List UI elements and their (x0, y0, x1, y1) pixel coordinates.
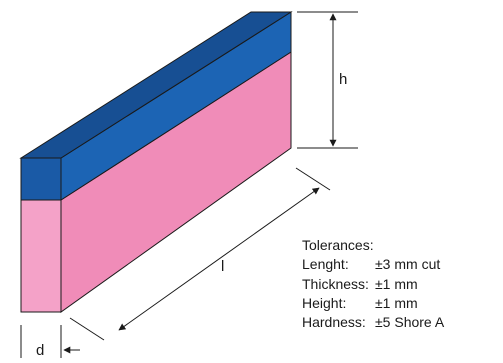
tolerance-row-hardness: Hardness: ±5 Shore A (302, 313, 444, 332)
length-ext-top (295, 167, 331, 191)
tolerance-row-length: Lenght: ±3 mm cut (302, 255, 444, 274)
front-face-pink (20, 199, 62, 313)
tolerance-name: Thickness: (302, 275, 369, 292)
tolerance-value: ±1 mm (375, 294, 418, 311)
tolerances-title: Tolerances: (302, 237, 374, 253)
length-arrow (118, 187, 320, 331)
length-ext-bottom (69, 317, 105, 341)
tolerances-block: Tolerances: Lenght: ±3 mm cut Thickness: ±… (302, 236, 444, 332)
height-label: h (339, 71, 348, 88)
tolerance-row-height: Height: ±1 mm (302, 294, 444, 313)
tolerance-row-thickness: Thickness: ±1 mm (302, 275, 444, 294)
tolerance-value: ±1 mm (375, 275, 418, 292)
front-face-blue (20, 157, 62, 201)
tolerance-name: Lenght: (302, 256, 349, 273)
depth-label: d (36, 342, 45, 359)
length-label: l (221, 258, 225, 275)
tolerance-value: ±3 mm cut (375, 256, 441, 273)
tolerance-name: Height: (302, 294, 347, 311)
tolerance-name: Hardness: (302, 314, 366, 331)
tolerance-value: ±5 Shore A (375, 314, 445, 331)
